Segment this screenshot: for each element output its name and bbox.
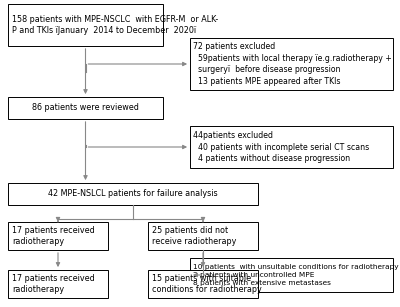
Bar (8, 97, 163, 119)
Text: 158 patients with MPE-NSCLC  with EGFR-M  or ALK-
P and TKIs ïJanuary  2014 to D: 158 patients with MPE-NSCLC with EGFR-M … (12, 15, 218, 35)
Bar (190, 38, 393, 90)
Bar (190, 258, 393, 292)
Bar (8, 183, 258, 205)
Text: 25 patients did not
receive radiotherapy: 25 patients did not receive radiotherapy (152, 226, 236, 247)
Text: 10 patients  with unsuitable conditions for radiotherapy
2 patients with uncontr: 10 patients with unsuitable conditions f… (193, 264, 399, 286)
Text: 42 MPE-NSLCL patients for failure analysis: 42 MPE-NSLCL patients for failure analys… (48, 189, 218, 199)
Text: 15 patients with suitable
conditions for radiotherapy: 15 patients with suitable conditions for… (152, 274, 262, 294)
Bar (190, 126, 393, 168)
Text: 44patients excluded
  40 patients with incomplete serial CT scans
  4 patients w: 44patients excluded 40 patients with inc… (193, 131, 369, 163)
Bar (8, 270, 108, 298)
Bar (148, 270, 258, 298)
Bar (8, 4, 163, 46)
Text: 17 patients received
radiotherapy: 17 patients received radiotherapy (12, 226, 95, 247)
Bar (8, 222, 108, 250)
Text: 17 patients received
radiotherapy: 17 patients received radiotherapy (12, 274, 95, 294)
Text: 72 patients excluded
  59patients with local therapy ïe.g.radiotherapy +
  surge: 72 patients excluded 59patients with loc… (193, 42, 392, 86)
Text: 86 patients were reviewed: 86 patients were reviewed (32, 103, 139, 112)
Bar (148, 222, 258, 250)
